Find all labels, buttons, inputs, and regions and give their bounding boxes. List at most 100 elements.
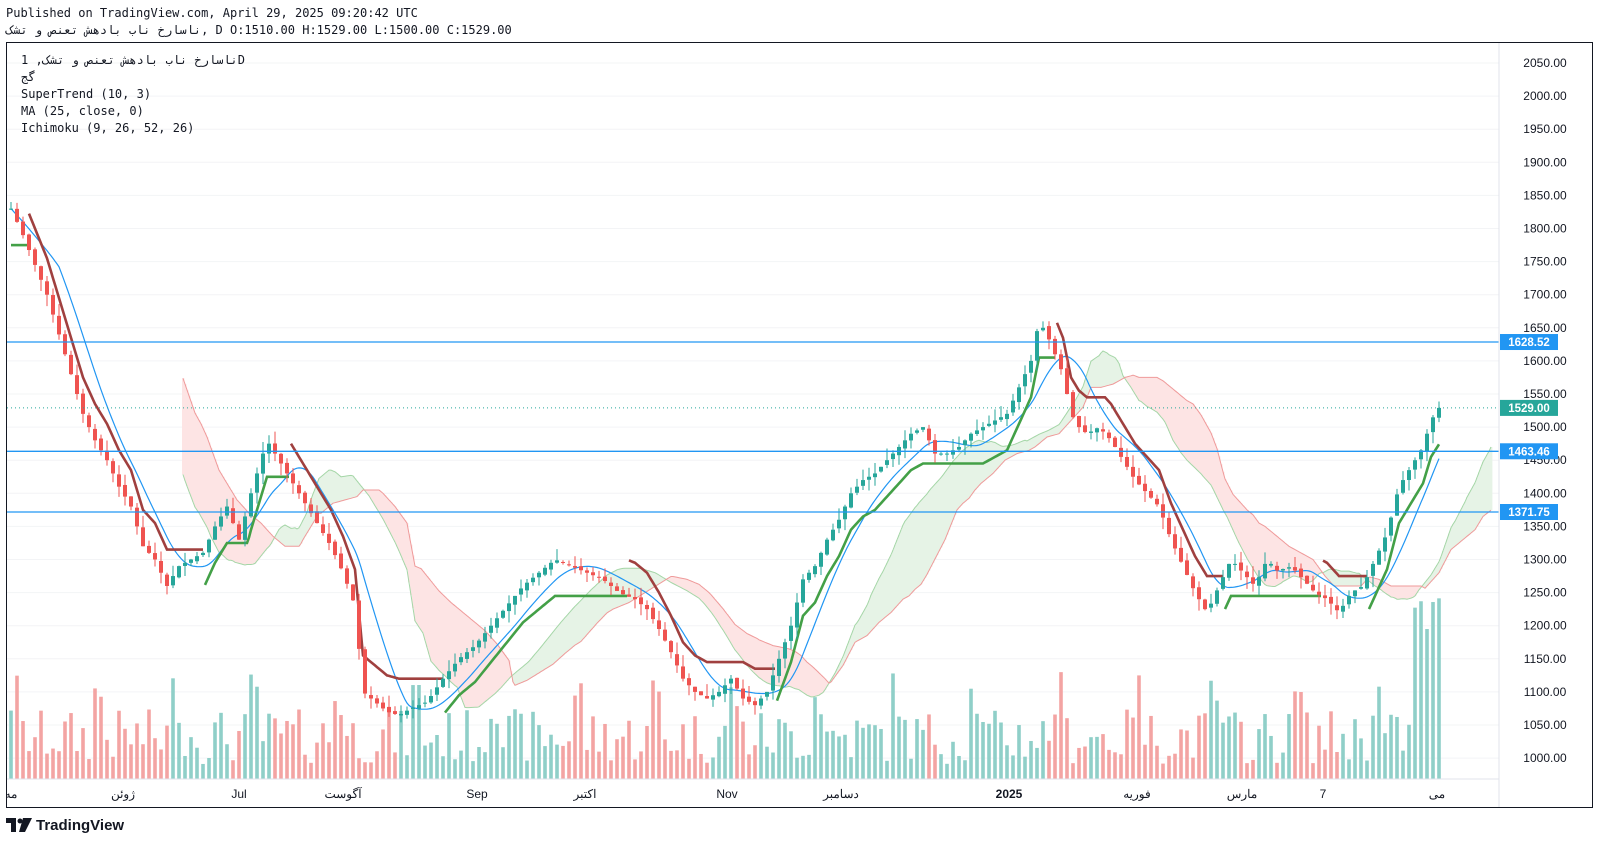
kumo-segment	[340, 476, 343, 502]
kumo-segment	[1348, 571, 1351, 586]
kumo-segment	[1416, 585, 1419, 593]
kumo-segment	[810, 665, 813, 697]
candle-body	[1137, 475, 1141, 485]
price-tick-label: 1350.00	[1523, 519, 1567, 533]
candle-body	[609, 582, 613, 586]
kumo-segment	[1066, 412, 1069, 425]
candle-body	[1335, 605, 1339, 611]
candle-body	[153, 553, 157, 560]
volume-bar	[609, 760, 613, 779]
volume-bar	[975, 713, 979, 779]
candle-body	[465, 652, 469, 659]
volume-bar	[957, 755, 961, 779]
legend-ma[interactable]: MA (25, close, 0)	[21, 104, 144, 118]
kumo-segment	[846, 646, 849, 658]
candle-body	[213, 526, 217, 540]
candle-body	[849, 493, 853, 508]
kumo-segment	[254, 518, 257, 564]
kumo-segment	[722, 608, 725, 631]
volume-bar	[309, 762, 313, 779]
price-axis[interactable]: 1000.00 1050.00 1100.00 1150.00 1200.00 1250.…	[1498, 43, 1567, 807]
kumo-segment	[1218, 456, 1221, 502]
candle-body	[435, 687, 439, 695]
kumo-segment	[436, 588, 439, 669]
kumo-segment	[390, 502, 393, 535]
kumo-segment	[518, 669, 521, 684]
horizontal-price-lines[interactable]	[7, 341, 1499, 513]
candle-body	[669, 641, 673, 653]
kumo-segment	[1130, 375, 1133, 388]
kumo-segment	[334, 471, 337, 503]
candle-body	[657, 620, 661, 630]
candle-body	[1047, 326, 1051, 340]
volume-bar	[1341, 733, 1345, 779]
volume-bar	[1221, 722, 1225, 779]
kumo-segment	[824, 678, 827, 690]
volume-bar	[1041, 721, 1045, 779]
candle-body	[387, 706, 391, 713]
kumo-segment	[448, 600, 451, 680]
volume-bar	[1389, 714, 1393, 779]
kumo-segment	[746, 633, 749, 666]
kumo-segment	[736, 625, 739, 653]
kumo-segment	[1270, 531, 1273, 587]
volume-bar	[255, 686, 259, 779]
candle-body	[1107, 432, 1111, 439]
kumo-segment	[838, 664, 841, 671]
candle-body	[999, 417, 1003, 420]
price-chart[interactable]: 1000.00 1050.00 1100.00 1150.00 1200.00 1250.…	[5, 43, 1592, 807]
candle-body	[549, 562, 553, 570]
time-tick-label: اکتبر	[573, 787, 597, 801]
volume-bar	[1023, 756, 1027, 779]
kumo-segment	[360, 485, 363, 493]
kumo-segment	[738, 627, 741, 655]
legend-symbol[interactable]: ناسارخ ناب بادهش تعنص و تشک, 1D	[21, 53, 245, 67]
kumo-segment	[578, 602, 581, 643]
kumo-segment	[302, 520, 305, 540]
kumo-segment	[468, 617, 471, 708]
volume-bar	[927, 714, 931, 779]
volume-bar	[1395, 716, 1399, 779]
volume-bar	[1347, 759, 1351, 779]
volume-bar	[213, 722, 217, 779]
kumo-segment	[1198, 412, 1201, 472]
kumo-segment	[1116, 360, 1119, 382]
candle-body	[513, 595, 517, 605]
volume-bar	[435, 735, 439, 779]
legend-supertrend[interactable]: SuperTrend (10, 3)	[21, 87, 152, 101]
kumo-segment	[1144, 377, 1147, 405]
kumo-segment	[1316, 565, 1319, 577]
kumo-segment	[452, 604, 455, 684]
candle-body	[759, 698, 763, 706]
candle-body	[1023, 374, 1027, 387]
tradingview-logo[interactable]: TradingView	[6, 815, 124, 835]
candle-body	[1125, 456, 1129, 467]
candle-body	[1305, 575, 1309, 584]
kumo-segment	[528, 661, 531, 680]
kumo-segment	[1058, 424, 1061, 434]
candle-body	[543, 567, 547, 575]
volume-bar	[1371, 715, 1375, 779]
candle-body	[111, 461, 115, 474]
price-tick-label: 1000.00	[1523, 751, 1567, 765]
kumo-segment	[1476, 477, 1479, 527]
candle-body	[261, 453, 265, 474]
kumo-segment	[550, 634, 553, 666]
kumo-segment	[796, 652, 799, 690]
volume-bar	[1233, 712, 1237, 779]
candle-body	[51, 295, 55, 315]
kumo-segment	[1142, 377, 1145, 404]
kumo-segment	[462, 612, 465, 703]
volume-bar	[723, 725, 727, 779]
time-axis[interactable]: مه ژوئن Jul آگوست Sep اکتبر Nov دسامبر 2025 فوریه…	[5, 778, 1499, 801]
kumo-segment	[792, 650, 795, 688]
kumo-segment	[802, 657, 805, 693]
kumo-segment	[866, 605, 869, 636]
kumo-segment	[1068, 409, 1071, 423]
volume-bar	[681, 724, 685, 779]
kumo-segment	[1424, 582, 1427, 589]
legend-ichimoku[interactable]: Ichimoku (9, 26, 52, 26)	[21, 121, 195, 135]
supertrend-line	[11, 213, 1441, 714]
candle-body	[1311, 584, 1315, 591]
kumo-segment	[396, 509, 399, 547]
